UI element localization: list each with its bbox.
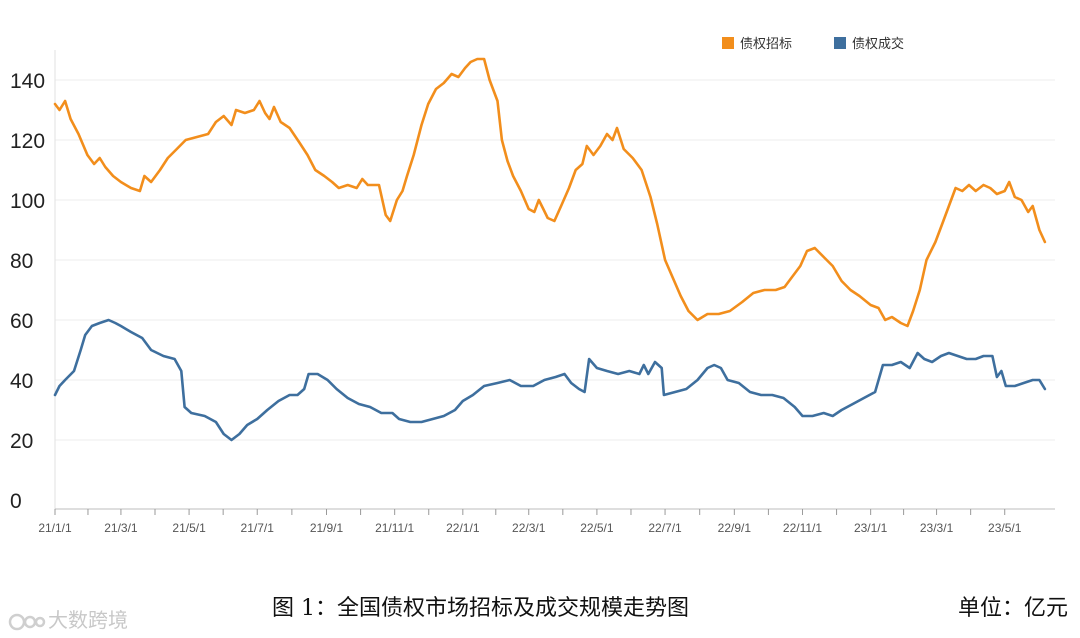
x-tick-label: 22/7/1 <box>648 521 682 535</box>
x-tick-label: 23/3/1 <box>920 521 954 535</box>
y-tick-label: 140 <box>10 70 45 93</box>
caption: 图 1：全国债权市场招标及成交规模走势图 单位：亿元 <box>0 590 1080 624</box>
x-tick-label: 23/1/1 <box>854 521 888 535</box>
y-tick-label: 60 <box>10 310 33 333</box>
x-tick-label: 21/7/1 <box>241 521 275 535</box>
x-tick-label: 21/3/1 <box>104 521 138 535</box>
x-tick-label: 22/1/1 <box>446 521 480 535</box>
x-tick-label: 21/5/1 <box>172 521 206 535</box>
x-tick-label: 22/5/1 <box>580 521 614 535</box>
y-tick-label: 120 <box>10 130 45 153</box>
x-axis: 21/1/1 21/3/1 21/5/1 21/7/1 21/9/1 21/11/1 22/… <box>38 508 1055 535</box>
x-tick-label: 23/5/1 <box>988 521 1022 535</box>
series-line-1 <box>53 318 1047 442</box>
series-line-0 <box>53 57 1047 328</box>
legend-label-deal: 债权成交 <box>852 36 904 52</box>
watermark-logo-icon <box>8 613 46 630</box>
y-tick-label: 20 <box>10 430 33 453</box>
x-tick-label: 21/11/1 <box>375 521 414 535</box>
x-tick-label: 21/9/1 <box>310 521 344 535</box>
y-tick-label: 40 <box>10 370 33 393</box>
x-tick-label: 21/1/1 <box>38 521 72 535</box>
x-tick-label: 22/9/1 <box>718 521 752 535</box>
x-tick-label: 22/3/1 <box>512 521 546 535</box>
watermark-text: 大数跨境 <box>48 608 128 632</box>
figure-title: 图 1：全国债权市场招标及成交规模走势图 <box>272 596 689 621</box>
grid-lines <box>55 79 1055 441</box>
series-lines <box>53 57 1047 442</box>
legend-swatch-deal <box>834 37 846 49</box>
unit-label: 单位：亿元 <box>957 596 1068 621</box>
legend: 债权招标 债权成交 <box>722 36 904 52</box>
watermark: 大数跨境 <box>8 604 128 633</box>
y-axis: 0 20 40 60 80 100 120 140 <box>10 50 56 513</box>
y-tick-label: 100 <box>10 190 45 213</box>
y-tick-label: 80 <box>10 250 33 273</box>
legend-label-tender: 债权招标 <box>740 36 792 52</box>
y-tick-label: 0 <box>10 490 22 513</box>
legend-swatch-tender <box>722 37 734 49</box>
x-tick-label: 22/11/1 <box>783 521 822 535</box>
